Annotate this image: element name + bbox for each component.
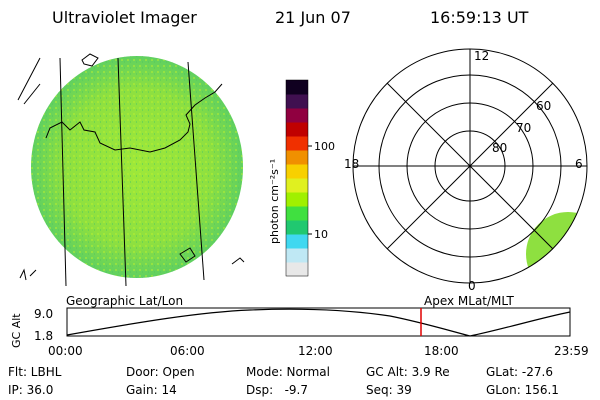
colorbar-band [286, 234, 308, 249]
time-label: 16:59:13 UT [430, 8, 529, 27]
app-title: Ultraviolet Imager [52, 8, 197, 27]
mlt-6-label: 6 [575, 157, 583, 171]
auroral-patch [526, 212, 587, 283]
status-gain: Gain: 14 [126, 383, 177, 397]
status-gc-alt: GC Alt: 3.9 Re [366, 365, 450, 379]
colorbar-band [286, 94, 308, 109]
orbit-ymax: 9.0 [34, 307, 53, 321]
colorbar: 100 10 photon cm⁻²s⁻¹ [268, 79, 335, 277]
colorbar-band [286, 206, 308, 221]
x-tick-1: 06:00 [170, 344, 205, 358]
colorbar-band [286, 122, 308, 137]
uv-earth-image [17, 53, 245, 287]
lat-70-label: 70 [516, 121, 531, 135]
x-tick-2: 12:00 [298, 344, 333, 358]
coastline [45, 83, 223, 153]
orbit-ymin: 1.8 [34, 329, 53, 343]
colorbar-tick-10: 10 [314, 228, 328, 241]
status-seq: Seq: 39 [366, 383, 412, 397]
colorbar-band [286, 164, 308, 179]
colorbar-band [286, 80, 308, 95]
colorbar-band [286, 262, 308, 277]
lat-60-label: 60 [536, 99, 551, 113]
colorbar-unit-label: photon cm⁻²s⁻¹ [268, 159, 281, 244]
x-tick-4: 23:59 [554, 344, 589, 358]
colorbar-band [286, 220, 308, 235]
status-door: Door: Open [126, 365, 195, 379]
orbit-altitude-plot: GC Alt 9.0 1.8 [10, 307, 571, 348]
mlt-18-label: 18 [344, 157, 359, 171]
lat-80-label: 80 [492, 141, 507, 155]
colorbar-band [286, 248, 308, 263]
colorbar-band [286, 136, 308, 151]
status-flt: Flt: LBHL [8, 365, 62, 379]
colorbar-band [286, 178, 308, 193]
altitude-curve [66, 308, 571, 337]
x-tick-3: 18:00 [424, 344, 459, 358]
colorbar-band [286, 192, 308, 207]
mlt-0-label: 0 [468, 279, 476, 293]
orbit-left-caption: Geographic Lat/Lon [66, 294, 184, 308]
colorbar-band [286, 150, 308, 165]
status-dsp: Dsp: -9.7 [246, 383, 309, 397]
orbit-right-caption: Apex MLat/MLT [424, 294, 514, 308]
polar-mlt-plot: 12 18 6 0 60 70 80 [344, 48, 588, 293]
orbit-ylabel: GC Alt [10, 313, 23, 348]
mlt-12-label: 12 [474, 49, 489, 63]
status-glon: GLon: 156.1 [486, 383, 559, 397]
status-ip: IP: 36.0 [8, 383, 54, 397]
date-label: 21 Jun 07 [275, 8, 351, 27]
colorbar-band [286, 108, 308, 123]
colorbar-tick-100: 100 [314, 140, 335, 153]
status-glat: GLat: -27.6 [486, 365, 553, 379]
x-tick-0: 00:00 [48, 344, 83, 358]
status-mode: Mode: Normal [246, 365, 330, 379]
